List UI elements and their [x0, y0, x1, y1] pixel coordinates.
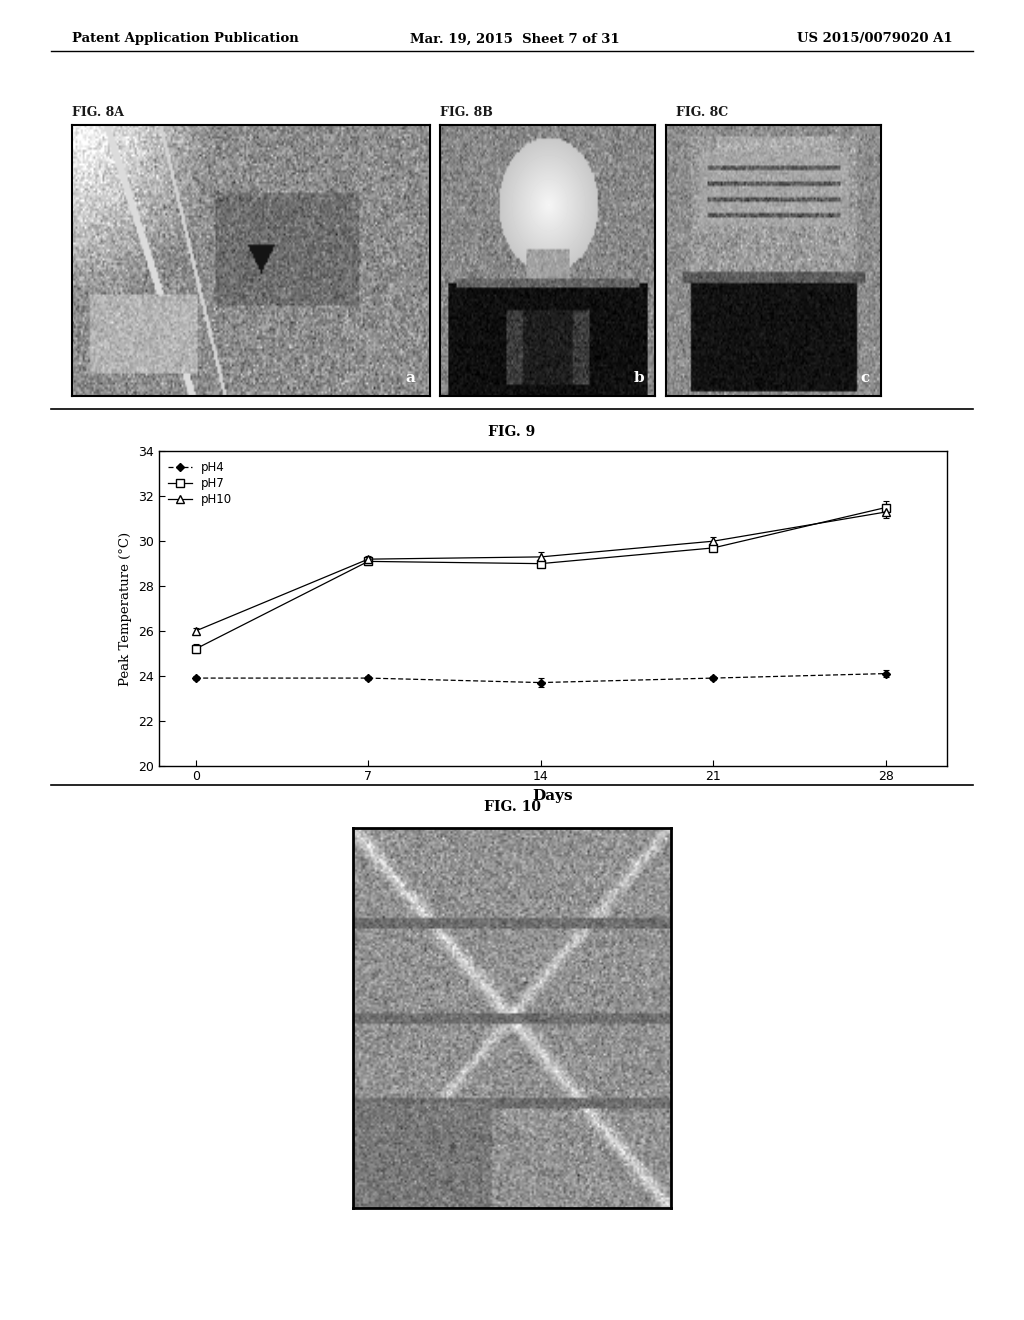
Text: FIG. 9: FIG. 9	[488, 425, 536, 440]
Text: FIG. 8A: FIG. 8A	[72, 106, 124, 119]
Text: FIG. 8C: FIG. 8C	[676, 106, 728, 119]
Text: Patent Application Publication: Patent Application Publication	[72, 32, 298, 45]
Legend: pH4, pH7, pH10: pH4, pH7, pH10	[165, 457, 236, 510]
X-axis label: Days: Days	[532, 789, 573, 803]
Text: FIG. 8B: FIG. 8B	[440, 106, 494, 119]
Text: a: a	[406, 371, 416, 385]
Text: US 2015/0079020 A1: US 2015/0079020 A1	[797, 32, 952, 45]
Y-axis label: Peak Temperature (°C): Peak Temperature (°C)	[120, 532, 132, 685]
Text: FIG. 10: FIG. 10	[483, 800, 541, 814]
Text: b: b	[634, 371, 645, 385]
Text: c: c	[860, 371, 869, 385]
Text: Mar. 19, 2015  Sheet 7 of 31: Mar. 19, 2015 Sheet 7 of 31	[410, 32, 620, 45]
